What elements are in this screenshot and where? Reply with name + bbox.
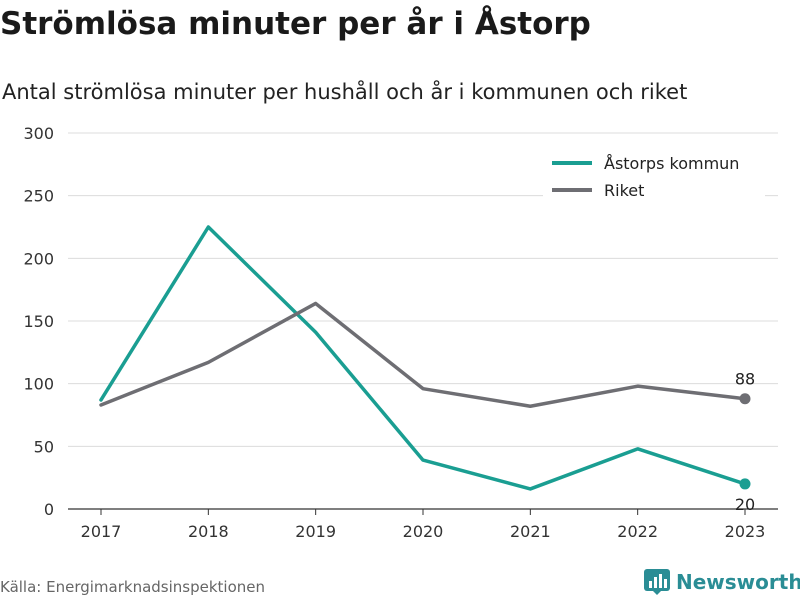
x-tick-label: 2023 (725, 522, 766, 541)
x-tick-label: 2019 (295, 522, 336, 541)
series-end-point-1 (739, 393, 751, 405)
end-value-label-0: 20 (735, 495, 755, 514)
brand-name: Newsworthy (676, 570, 800, 594)
legend: Åstorps kommun Riket (543, 150, 765, 208)
y-axis-ticks: 0 50 100 150 200 250 300 (23, 124, 54, 519)
x-tick-label: 2020 (403, 522, 444, 541)
series-lines (99, 225, 747, 491)
end-value-label-1: 88 (735, 370, 755, 389)
chart-title: Strömlösa minuter per år i Åstorp (0, 6, 591, 42)
y-tick-label: 0 (44, 500, 54, 519)
legend-background (543, 150, 765, 208)
x-tick-label: 2022 (617, 522, 658, 541)
y-tick-label: 50 (34, 437, 54, 456)
source-note: Källa: Energimarknadsinspektionen (0, 578, 266, 596)
series-line-0 (99, 225, 747, 491)
y-tick-label: 200 (23, 249, 54, 268)
x-tick-label: 2021 (510, 522, 551, 541)
x-axis: 2017 2018 2019 2020 2021 2022 2023 (68, 508, 778, 541)
y-tick-label: 300 (23, 124, 54, 143)
grid-lines (68, 132, 778, 447)
bar-chart-icon (644, 569, 670, 595)
brand-logo: Newsworthy (644, 569, 800, 595)
x-tick-label: 2018 (188, 522, 229, 541)
series-end-point-0 (739, 478, 751, 490)
series-line-1 (99, 301, 747, 408)
y-tick-label: 150 (23, 312, 54, 331)
y-tick-label: 100 (23, 375, 54, 394)
chart-subtitle: Antal strömlösa minuter per hushåll och … (2, 80, 688, 104)
series-end-points (739, 393, 751, 490)
x-tick-label: 2017 (81, 522, 122, 541)
legend-label-1: Riket (604, 181, 644, 200)
y-tick-label: 250 (23, 187, 54, 206)
legend-label-0: Åstorps kommun (604, 154, 739, 173)
